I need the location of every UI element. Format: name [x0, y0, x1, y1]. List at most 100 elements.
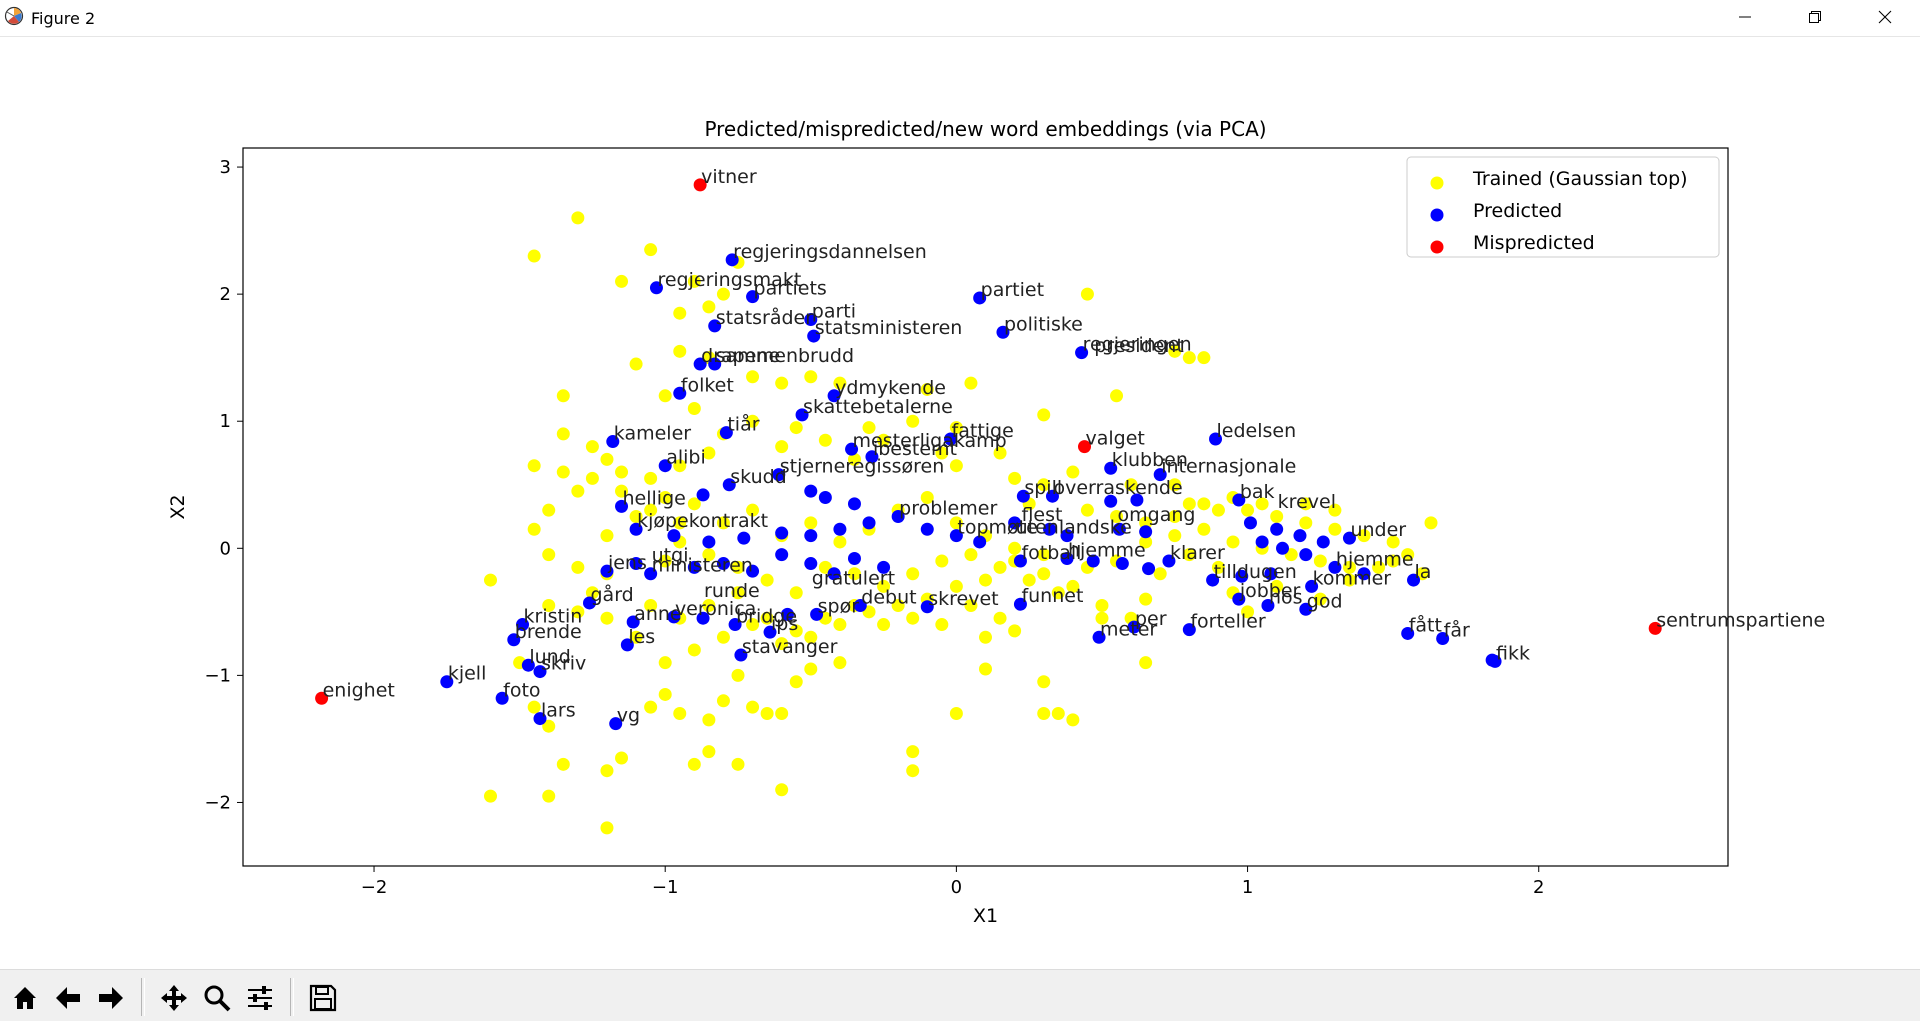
trained-point — [979, 573, 992, 587]
predicted-point — [1299, 602, 1313, 616]
home-button[interactable] — [5, 978, 45, 1018]
trained-point — [702, 713, 716, 727]
close-button[interactable] — [1850, 0, 1920, 34]
trained-point — [906, 611, 920, 625]
restore-button[interactable] — [1780, 0, 1850, 34]
trained-point — [1401, 548, 1415, 562]
toolbar-separator — [290, 978, 294, 1016]
trained-point — [658, 389, 672, 403]
trained-point — [746, 700, 760, 714]
predicted-point — [629, 557, 643, 571]
trained-point — [731, 668, 745, 682]
predicted-point — [845, 442, 859, 456]
predicted-point — [818, 490, 832, 504]
arrow-right-icon — [99, 987, 123, 1009]
trained-point — [979, 630, 992, 644]
trained-point — [1342, 573, 1356, 587]
trained-point — [585, 440, 599, 454]
zoom-button[interactable] — [197, 978, 237, 1018]
window-titlebar: Figure 2 — [0, 0, 1920, 37]
predicted-point — [1407, 573, 1421, 587]
predicted-point — [1357, 567, 1371, 581]
point-label: topmøte — [957, 517, 1037, 539]
trained-point — [979, 662, 992, 676]
predicted-point — [440, 675, 454, 689]
trained-point — [1241, 503, 1255, 517]
x-tick-label: 0 — [951, 877, 962, 898]
restore-icon — [1809, 11, 1821, 23]
predicted-point — [1264, 567, 1278, 581]
y-tick-label: 1 — [220, 411, 231, 432]
point-label: klarer — [1170, 542, 1225, 564]
predicted-point — [620, 638, 634, 652]
point-label: per — [1135, 608, 1167, 630]
trained-point — [527, 700, 541, 714]
point-label: debut — [861, 586, 916, 608]
trained-point — [644, 700, 658, 714]
predicted-point — [746, 290, 760, 304]
trained-point — [877, 433, 891, 447]
trained-point — [993, 446, 1007, 460]
predicted-point — [667, 610, 681, 624]
predicted-point — [1209, 432, 1223, 446]
trained-point — [731, 560, 745, 574]
axes-frame — [242, 147, 1729, 867]
trained-point — [731, 757, 745, 771]
figure-canvas[interactable]: Predicted/mispredicted/new word embeddin… — [1, 37, 1919, 969]
configure-subplots-button[interactable] — [240, 978, 280, 1018]
forward-button[interactable] — [91, 978, 131, 1018]
trained-point — [906, 764, 920, 778]
toolbar-separator — [141, 978, 145, 1016]
y-tick-label: −1 — [204, 665, 231, 686]
trained-point — [658, 554, 672, 568]
trained-point — [949, 579, 963, 593]
pan-button[interactable] — [154, 978, 194, 1018]
predicted-point — [1342, 531, 1356, 545]
trained-point — [891, 598, 905, 612]
predicted-point — [996, 325, 1010, 339]
trained-point — [789, 421, 803, 435]
trained-point — [935, 446, 949, 460]
back-button[interactable] — [48, 978, 88, 1018]
trained-point — [1372, 560, 1386, 574]
trained-point — [847, 452, 861, 466]
predicted-point — [1243, 516, 1257, 530]
predicted-point — [673, 386, 687, 400]
trained-point — [935, 554, 949, 568]
trained-point — [527, 459, 541, 473]
predicted-point — [728, 618, 742, 632]
trained-point — [600, 764, 614, 778]
predicted-point — [696, 488, 710, 502]
x-tick-label: 1 — [1242, 877, 1253, 898]
trained-point — [1037, 567, 1051, 581]
predicted-point — [1485, 653, 1499, 667]
trained-point — [702, 598, 716, 612]
matplotlib-icon — [4, 6, 24, 26]
predicted-point — [708, 319, 722, 333]
predicted-point — [891, 510, 905, 524]
point-label: kommer — [1313, 567, 1392, 589]
trained-point — [629, 357, 643, 371]
predicted-point — [1270, 522, 1284, 536]
trained-point — [1357, 529, 1371, 543]
trained-point — [760, 573, 774, 587]
predicted-point — [702, 535, 716, 549]
trained-point — [1342, 560, 1356, 574]
trained-point — [615, 465, 629, 479]
trained-point — [1037, 707, 1051, 721]
predicted-point — [847, 551, 861, 565]
minimize-button[interactable] — [1710, 0, 1780, 34]
point-label: overraskende — [1053, 477, 1182, 499]
trained-point — [1168, 478, 1182, 492]
trained-point — [1211, 560, 1225, 574]
predicted-point — [1316, 535, 1330, 549]
predicted-point — [1255, 535, 1269, 549]
trained-point — [629, 630, 643, 644]
predicted-point — [722, 478, 736, 492]
point-label: vg — [617, 705, 640, 727]
predicted-point — [920, 600, 934, 614]
trained-point — [1182, 497, 1196, 511]
trained-point — [571, 484, 585, 498]
save-button[interactable] — [303, 978, 343, 1018]
predicted-point — [1162, 554, 1176, 568]
